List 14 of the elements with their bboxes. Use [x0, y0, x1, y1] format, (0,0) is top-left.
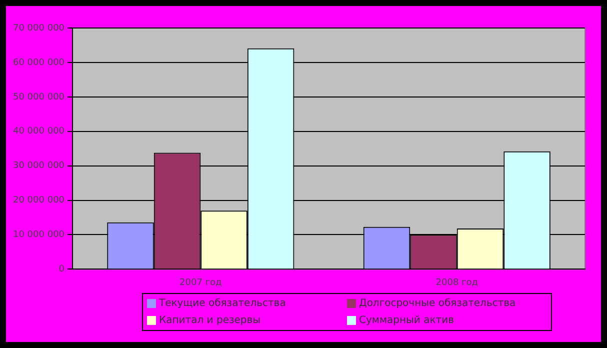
- y-tick-label: 70 000 000: [13, 23, 65, 34]
- y-tick-label: 50 000 000: [13, 92, 65, 102]
- y-tick-label: 40 000 000: [13, 126, 65, 137]
- y-tick-label: 0: [58, 264, 65, 275]
- legend-label: Капитал и резервы: [159, 315, 261, 326]
- legend-label: Текущие обязательства: [159, 298, 286, 309]
- y-tick-label: 20 000 000: [13, 196, 65, 206]
- y-tick-label: 10 000 000: [13, 230, 65, 240]
- legend-label: Суммарный актив: [359, 315, 454, 326]
- x-tick-label: 2007 год: [180, 278, 222, 288]
- y-tick-label: 60 000 000: [13, 58, 65, 68]
- legend-label: Долгосрочные обязательства: [359, 298, 516, 309]
- y-tick-label: 30 000 000: [13, 161, 65, 172]
- x-tick-label: 2008 год: [436, 278, 478, 288]
